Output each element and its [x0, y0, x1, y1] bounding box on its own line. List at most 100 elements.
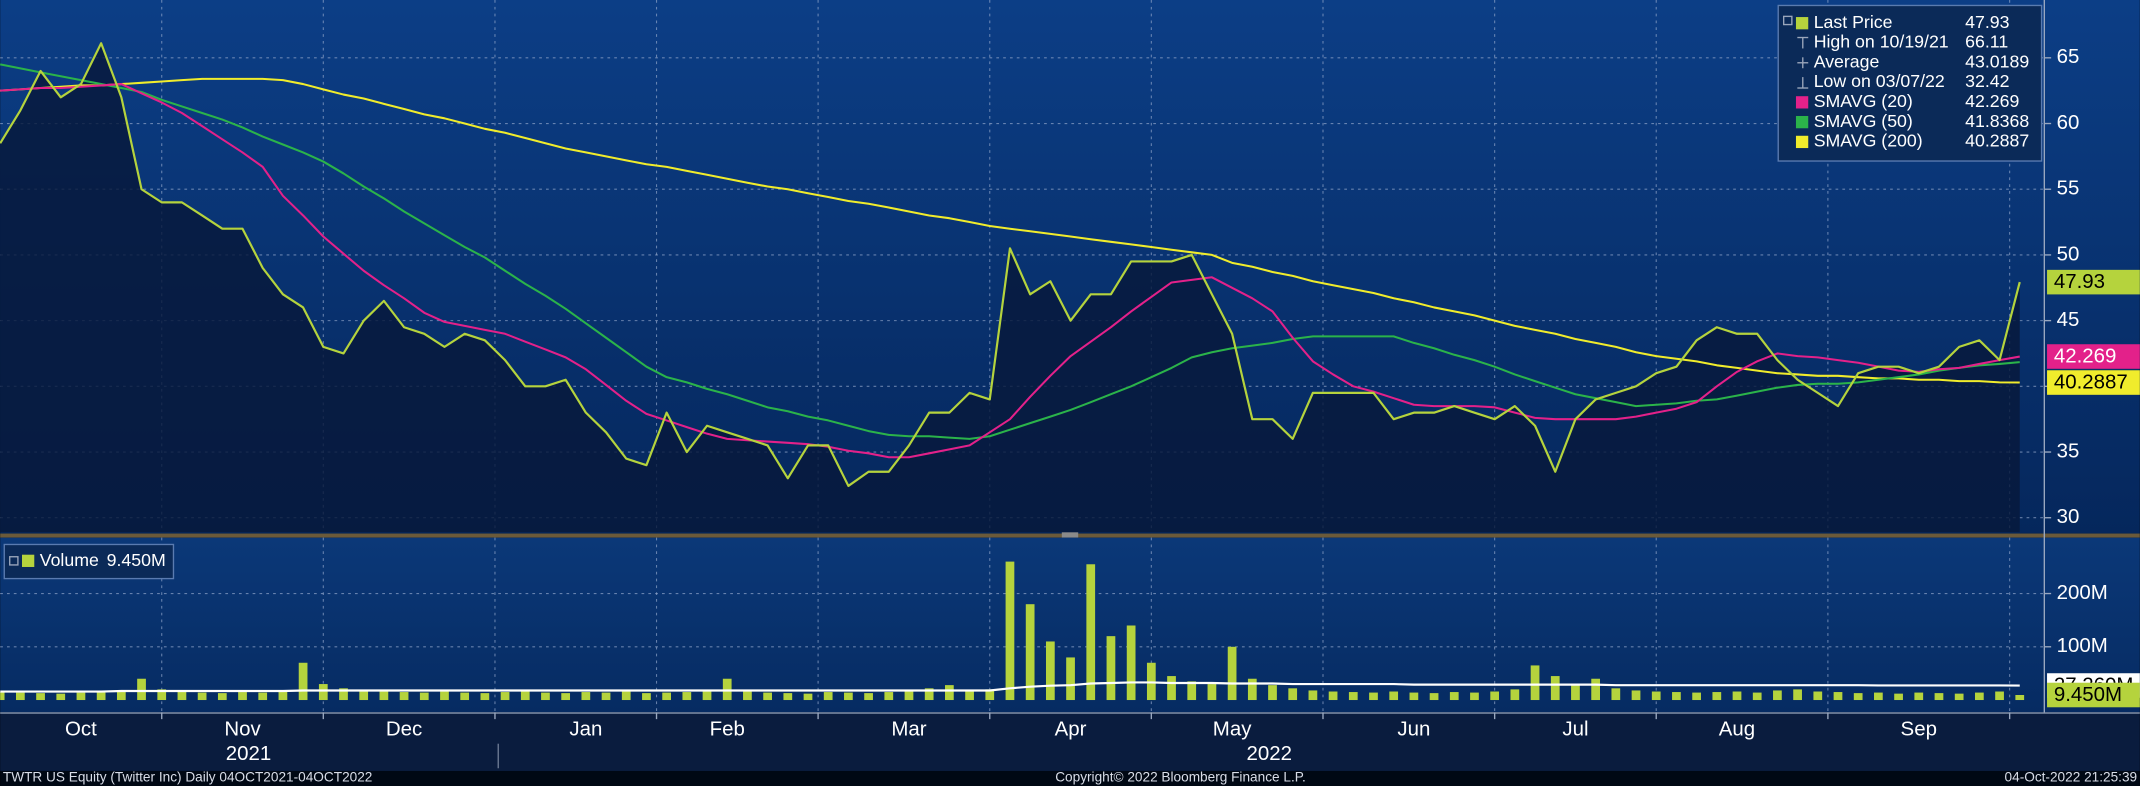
- legend-value: 47.93: [1965, 12, 2009, 32]
- volume-bar: [642, 693, 651, 701]
- legend-label: Average: [1814, 51, 1880, 71]
- volume-bar: [157, 689, 167, 701]
- footer-center: Copyright© 2022 Bloomberg Finance L.P.: [1055, 769, 1306, 784]
- legend-value: 42.269: [1965, 91, 2019, 111]
- volume-bar: [985, 689, 995, 701]
- volume-bar: [1550, 676, 1560, 701]
- volume-bar: [1651, 691, 1661, 701]
- volume-bar: [1833, 692, 1843, 701]
- y-tick-label: 100M: [2057, 634, 2108, 657]
- volume-bar: [743, 691, 752, 701]
- volume-bar: [1126, 625, 1136, 701]
- volume-bar: [1247, 678, 1257, 701]
- volume-bar: [440, 691, 449, 701]
- x-tick-label: Jun: [1397, 717, 1430, 740]
- volume-bar: [480, 693, 490, 701]
- volume-bar: [318, 684, 328, 701]
- volume-bar: [1914, 692, 1924, 701]
- x-axis-strip: [0, 712, 2140, 771]
- volume-bar: [15, 692, 25, 701]
- volume-bar: [1571, 684, 1580, 701]
- volume-bar: [1813, 691, 1823, 701]
- volume-bar: [1470, 692, 1479, 701]
- volume-bar: [1086, 564, 1096, 701]
- volume-bar: [1530, 665, 1540, 701]
- legend-swatch: [1795, 17, 1809, 30]
- volume-bar: [722, 678, 732, 701]
- volume-bar: [904, 691, 914, 701]
- volume-bar: [1732, 691, 1742, 701]
- volume-bar: [137, 678, 146, 701]
- volume-bar: [1207, 684, 1217, 701]
- volume-bar: [1712, 692, 1722, 701]
- x-tick-label: Mar: [891, 717, 926, 740]
- volume-bar: [1672, 692, 1681, 701]
- volume-bar: [702, 690, 712, 701]
- legend-value: 66.11: [1965, 32, 2008, 52]
- y-tick-label: 30: [2057, 505, 2080, 528]
- volume-bar: [1752, 692, 1762, 701]
- volume-bar: [1510, 689, 1520, 701]
- year-label: 2021: [226, 742, 272, 765]
- volume-bar: [197, 692, 207, 701]
- volume-bar: [1106, 636, 1116, 701]
- volume-bar: [1268, 685, 1277, 701]
- volume-bar: [298, 662, 308, 701]
- volume-bar: [379, 691, 389, 701]
- footer-right: 04-Oct-2022 21:25:39: [2005, 769, 2138, 784]
- volume-legend-value: 9.450M: [107, 550, 166, 570]
- x-tick-label: Sep: [1901, 717, 1937, 740]
- legend-collapse: [1782, 15, 1793, 26]
- legend-collapse: [9, 556, 19, 566]
- x-tick-label: Dec: [386, 717, 422, 740]
- volume-bar: [1328, 691, 1338, 701]
- volume-flag: 9.450M: [2054, 683, 2122, 706]
- volume-bar: [803, 693, 813, 701]
- volume-bar: [621, 691, 631, 701]
- volume-bar: [601, 692, 611, 701]
- footer-strip: [0, 770, 2140, 786]
- volume-bar: [1611, 688, 1621, 701]
- legend-swatch: [1795, 135, 1809, 149]
- volume-bar: [520, 690, 530, 701]
- volume-bar: [460, 692, 470, 701]
- volume-bar: [76, 692, 86, 701]
- volume-bar: [1954, 693, 1964, 701]
- legend-value: 43.0189: [1965, 51, 2029, 71]
- volume-bar: [682, 692, 692, 701]
- footer-left: TWTR US Equity (Twitter Inc) Daily 04OCT…: [3, 769, 373, 784]
- volume-bar: [1288, 688, 1298, 701]
- volume-bar: [1995, 691, 2004, 701]
- last-value-flag-bg: [2047, 370, 2140, 395]
- volume-bar: [662, 692, 671, 701]
- y-tick-label: 200M: [2057, 581, 2108, 604]
- legend-label: High on 10/19/21: [1814, 32, 1949, 52]
- volume-bar: [1974, 692, 1984, 701]
- last-value-flag: 40.2887: [2054, 371, 2128, 394]
- legend-label: SMAVG (20): [1814, 91, 1913, 111]
- plot: [0, 42, 2025, 701]
- legend-swatch: [1795, 96, 1809, 109]
- legend-stat-icon: [1797, 36, 1809, 49]
- volume-bar: [1429, 693, 1439, 701]
- legend-box: [1777, 4, 2043, 162]
- volume-bar: [581, 692, 591, 701]
- volume-bar: [96, 691, 106, 701]
- x-tick-label: Feb: [710, 717, 745, 740]
- volume-bar: [339, 688, 348, 701]
- volume-bar: [965, 690, 974, 701]
- volume-bar: [1894, 693, 1903, 701]
- volume-bar: [1793, 689, 1802, 701]
- volume-bar: [419, 692, 429, 701]
- last-value-flag: 47.93: [2054, 270, 2105, 293]
- x-tick-label: Nov: [224, 717, 261, 740]
- volume-bar: [1308, 690, 1318, 701]
- volume-bar: [2015, 695, 2025, 701]
- y-tick-label: 50: [2057, 242, 2080, 265]
- volume-bar: [561, 693, 571, 701]
- sma-line: [0, 83, 2020, 459]
- volume-bar: [0, 692, 5, 701]
- volume-bar: [500, 692, 510, 701]
